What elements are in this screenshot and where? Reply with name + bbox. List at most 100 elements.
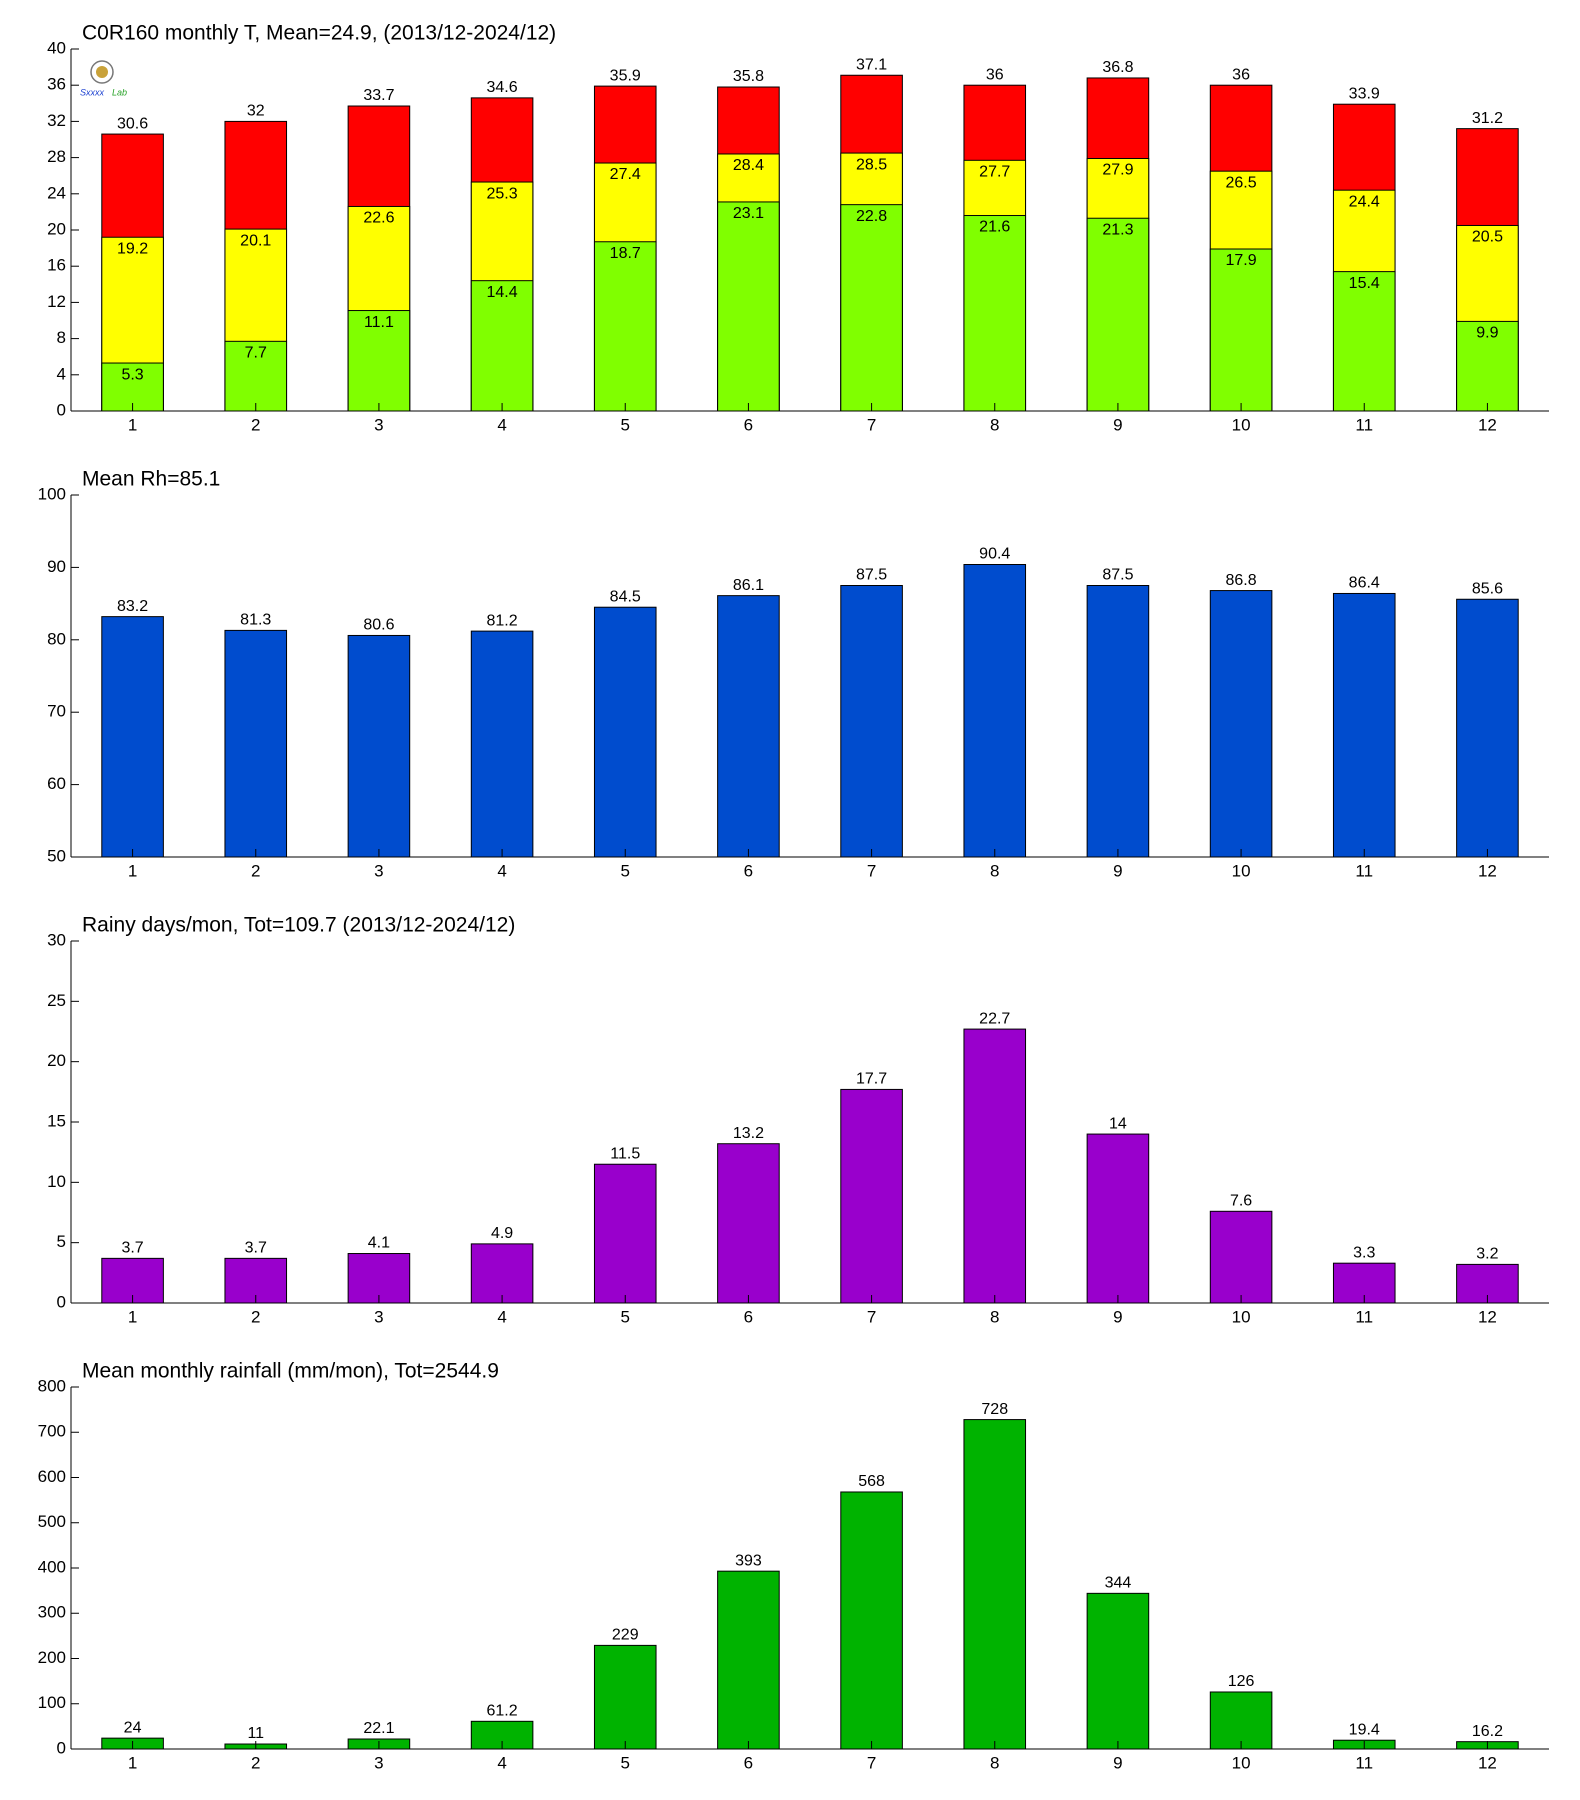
bar <box>1456 598 1519 858</box>
value-label: 86.1 <box>733 577 764 594</box>
x-tick-label: 9 <box>1113 1307 1122 1326</box>
bar <box>963 1419 1027 1750</box>
value-label: 24.4 <box>1349 193 1380 210</box>
chart-title: Mean monthly rainfall (mm/mon), Tot=2544… <box>82 1360 499 1383</box>
value-label: 126 <box>1228 1673 1255 1690</box>
svg-text:Sxxxx: Sxxxx <box>80 87 105 97</box>
x-tick-label: 1 <box>128 861 137 880</box>
y-tick-label: 28 <box>47 147 66 166</box>
bar <box>1209 590 1273 858</box>
bar <box>224 340 288 412</box>
value-label: 86.8 <box>1226 572 1257 589</box>
x-tick-label: 7 <box>867 861 876 880</box>
x-tick-label: 7 <box>867 1307 876 1326</box>
x-tick-label: 8 <box>990 861 999 880</box>
x-tick-label: 6 <box>744 1307 753 1326</box>
x-tick-label: 10 <box>1232 1307 1251 1326</box>
value-label: 21.6 <box>979 219 1010 236</box>
y-tick-label: 800 <box>38 1376 66 1395</box>
bar <box>224 629 288 858</box>
value-label: 35.8 <box>733 68 764 85</box>
bar <box>963 215 1027 412</box>
x-tick-label: 12 <box>1478 1753 1497 1772</box>
value-label: 25.3 <box>487 185 518 202</box>
x-tick-label: 12 <box>1478 415 1497 434</box>
y-tick-label: 90 <box>47 557 66 576</box>
x-tick-label: 3 <box>374 415 383 434</box>
bar <box>963 1028 1027 1304</box>
value-label: 24 <box>124 1719 142 1736</box>
value-label: 21.3 <box>1102 221 1133 238</box>
x-tick-label: 7 <box>867 415 876 434</box>
value-label: 28.5 <box>856 156 887 173</box>
value-label: 19.4 <box>1349 1721 1380 1738</box>
value-label: 87.5 <box>1102 567 1133 584</box>
value-label: 4.1 <box>368 1235 390 1252</box>
value-label: 36 <box>1232 66 1250 83</box>
x-tick-label: 4 <box>497 415 506 434</box>
bar <box>1332 271 1396 412</box>
value-label: 87.5 <box>856 567 887 584</box>
y-tick-label: 700 <box>38 1422 66 1441</box>
value-label: 17.7 <box>856 1071 887 1088</box>
x-tick-label: 6 <box>744 861 753 880</box>
y-tick-label: 70 <box>47 702 66 721</box>
y-tick-label: 25 <box>47 991 66 1010</box>
x-tick-label: 11 <box>1355 1307 1373 1326</box>
value-label: 9.9 <box>1476 325 1498 342</box>
bar <box>840 1088 903 1304</box>
x-tick-label: 3 <box>374 1307 383 1326</box>
value-label: 34.6 <box>487 79 518 96</box>
x-tick-label: 7 <box>867 1753 876 1772</box>
value-label: 33.7 <box>363 87 394 104</box>
bar <box>593 606 657 858</box>
x-tick-label: 11 <box>1355 1753 1373 1772</box>
bar <box>717 1570 780 1750</box>
value-label: 33.9 <box>1349 85 1380 102</box>
x-tick-label: 11 <box>1355 861 1373 880</box>
x-tick-label: 10 <box>1232 1753 1251 1772</box>
y-tick-label: 16 <box>47 256 66 275</box>
value-label: 11.1 <box>364 314 394 331</box>
value-label: 3.7 <box>245 1240 267 1257</box>
x-tick-label: 1 <box>128 415 137 434</box>
x-tick-label: 2 <box>251 415 260 434</box>
value-label: 3.3 <box>1353 1244 1375 1261</box>
x-tick-label: 5 <box>621 1307 630 1326</box>
chart-title: C0R160 monthly T, Mean=24.9, (2013/12-20… <box>82 22 556 45</box>
x-tick-label: 4 <box>497 1753 506 1772</box>
value-label: 81.3 <box>240 612 271 629</box>
value-label: 15.4 <box>1349 275 1380 292</box>
value-label: 20.1 <box>240 232 271 249</box>
bar <box>717 1143 780 1304</box>
y-tick-label: 12 <box>47 292 66 311</box>
value-label: 11 <box>247 1725 264 1742</box>
value-label: 28.4 <box>733 157 764 174</box>
value-label: 36.8 <box>1102 59 1133 76</box>
value-label: 26.5 <box>1226 174 1257 191</box>
x-tick-label: 9 <box>1113 415 1122 434</box>
bar <box>1456 320 1519 412</box>
value-label: 86.4 <box>1349 575 1380 592</box>
x-tick-label: 2 <box>251 1753 260 1772</box>
y-tick-label: 100 <box>38 1693 66 1712</box>
x-tick-label: 5 <box>621 1753 630 1772</box>
value-label: 728 <box>981 1401 1008 1418</box>
x-tick-label: 10 <box>1232 415 1251 434</box>
x-tick-label: 12 <box>1478 861 1497 880</box>
value-label: 30.6 <box>117 115 148 132</box>
bar <box>1086 1133 1150 1304</box>
y-tick-label: 40 <box>47 38 66 57</box>
bar <box>593 1644 657 1750</box>
value-label: 229 <box>612 1627 639 1644</box>
bar <box>593 241 657 412</box>
chart-title: Rainy days/mon, Tot=109.7 (2013/12-2024/… <box>82 914 515 937</box>
value-label: 22.1 <box>363 1720 394 1737</box>
x-tick-label: 9 <box>1113 1753 1122 1772</box>
y-tick-label: 4 <box>57 364 66 383</box>
bar <box>1086 217 1150 412</box>
bar <box>347 310 411 412</box>
y-tick-label: 500 <box>38 1512 66 1531</box>
value-label: 37.1 <box>856 56 887 73</box>
